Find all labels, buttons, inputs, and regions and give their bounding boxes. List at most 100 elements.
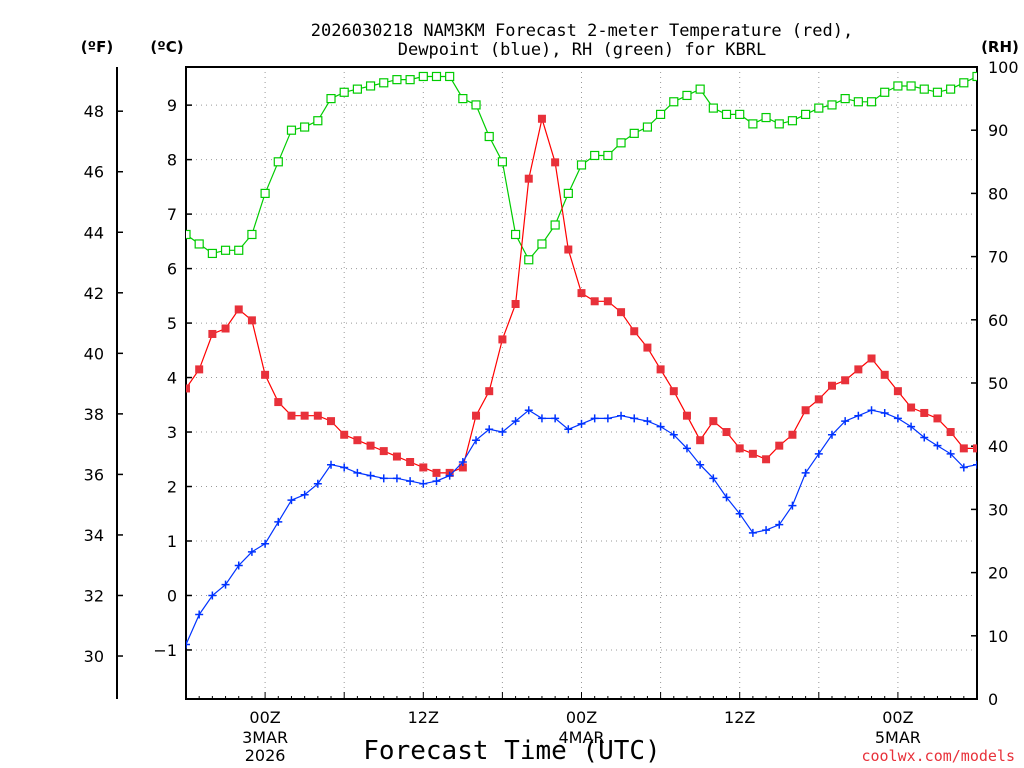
temperature-point	[656, 365, 665, 374]
dewpoint-point	[195, 610, 204, 619]
tick-label-c: 4	[167, 369, 177, 388]
rh-point	[186, 229, 191, 240]
dewpoint-point	[274, 517, 283, 526]
dewpoint-point	[827, 430, 836, 439]
dewpoint-point	[907, 422, 916, 431]
temperature-point	[498, 335, 507, 344]
rh-point	[563, 188, 573, 198]
temperature-point	[893, 387, 902, 396]
tick-label-f: 48	[84, 102, 104, 121]
temperature-point	[300, 411, 309, 420]
dewpoint-point	[498, 428, 507, 437]
rh-point	[379, 78, 389, 88]
dewpoint-point	[788, 501, 797, 510]
temperature-point	[432, 468, 441, 477]
dewpoint-point	[327, 460, 336, 469]
dewpoint-point	[722, 493, 731, 502]
dewpoint-point	[208, 591, 217, 600]
tick-label-rh: 40	[988, 437, 1008, 456]
dewpoint-point	[682, 444, 691, 453]
rh-point	[524, 255, 534, 265]
x-tick-date: 3MAR	[242, 728, 288, 747]
temperature-point	[472, 411, 481, 420]
dewpoint-point	[893, 414, 902, 423]
rh-point	[735, 109, 745, 120]
x-tick-label: 00Z	[566, 708, 597, 727]
tick-label-rh: 0	[988, 690, 998, 709]
temperature-point	[221, 324, 230, 333]
tick-label-f: 42	[84, 284, 104, 303]
dewpoint-point	[762, 526, 771, 535]
rh-point	[642, 122, 653, 132]
temperature-point	[907, 403, 916, 412]
temperature-point	[340, 430, 349, 439]
rh-point	[418, 71, 428, 82]
temperature-point	[735, 444, 744, 453]
rh-point	[840, 93, 850, 104]
rh-point	[300, 122, 310, 132]
temperature-point	[788, 430, 797, 439]
temperature-point	[762, 455, 771, 464]
temperature-point	[195, 365, 204, 374]
temperature-point	[801, 406, 810, 415]
dewpoint-point	[973, 460, 977, 469]
rh-point	[972, 71, 977, 82]
dewpoint-point	[630, 414, 639, 423]
x-tick-label: 12Z	[408, 708, 439, 727]
dewpoint-point	[432, 477, 441, 486]
temperature-point	[973, 444, 977, 453]
dewpoint-point	[313, 479, 322, 488]
temperature-point	[669, 387, 678, 396]
rh-point	[774, 119, 784, 129]
tick-label-rh: 100	[988, 58, 1019, 77]
rh-point	[959, 78, 969, 88]
rh-point	[761, 112, 771, 123]
temperature-point	[524, 174, 533, 183]
temperature-point	[867, 354, 876, 363]
tick-label-rh: 60	[988, 311, 1008, 330]
temperature-point	[603, 297, 612, 306]
temperature-point	[643, 343, 652, 352]
dewpoint-point	[696, 460, 705, 469]
temperature-point	[748, 449, 757, 458]
dewpoint-point	[814, 449, 823, 458]
rh-point	[629, 128, 639, 138]
rh-point	[510, 229, 521, 240]
dewpoint-point	[854, 411, 863, 420]
tick-label-c: 8	[167, 151, 177, 170]
rh-point	[787, 116, 798, 126]
rh-point	[682, 90, 692, 101]
dewpoint-point	[577, 419, 586, 428]
rh-point	[234, 245, 244, 255]
x-tick-label: 12Z	[724, 708, 755, 727]
dewpoint-point	[603, 414, 612, 423]
temperature-point	[617, 308, 626, 317]
dewpoint-point	[287, 496, 296, 505]
tick-label-rh: 10	[988, 627, 1008, 646]
rh-point	[932, 87, 943, 97]
temperature-point	[696, 436, 705, 445]
series-layer	[186, 71, 977, 649]
x-tick-label: 00Z	[882, 708, 913, 727]
rh-point	[866, 97, 877, 107]
rh-point	[801, 109, 811, 120]
tick-label-rh: 50	[988, 374, 1008, 393]
dewpoint-point	[300, 490, 309, 499]
x-tick-date: 4MAR	[558, 728, 604, 747]
temperature-point	[406, 458, 415, 466]
dewpoint-point	[801, 468, 810, 477]
tick-label-rh: 70	[988, 248, 1008, 267]
rh-point	[893, 81, 903, 91]
dewpoint-point	[933, 441, 942, 450]
rh-point	[853, 97, 863, 107]
tick-label-c: 3	[167, 423, 177, 442]
dewpoint-point	[880, 408, 889, 417]
rh-point	[326, 93, 336, 104]
temperature-point	[353, 436, 362, 445]
rh-point	[405, 75, 415, 85]
tick-label-rh: 20	[988, 564, 1008, 583]
rh-point	[313, 116, 323, 126]
dewpoint-point	[551, 414, 560, 423]
dewpoint-point	[590, 414, 599, 423]
